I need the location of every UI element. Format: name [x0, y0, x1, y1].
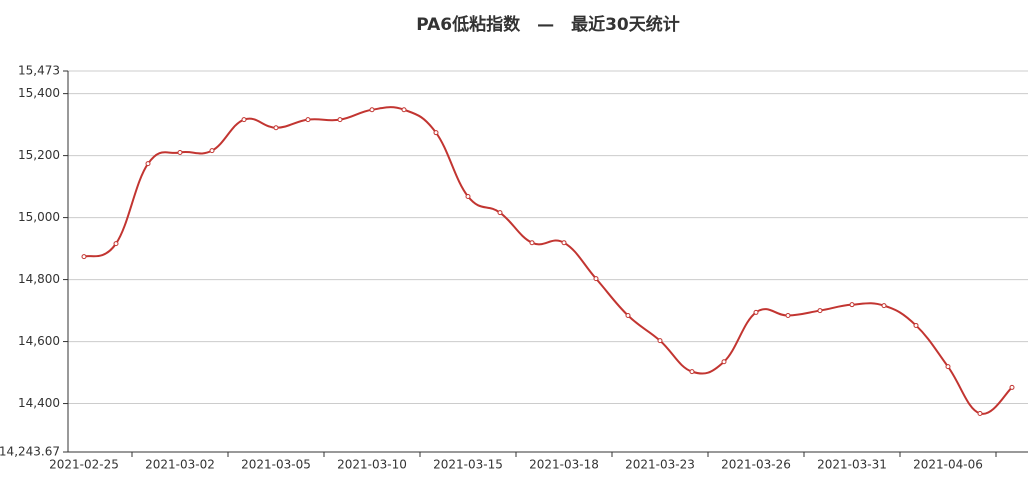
x-tick-label: 2021-04-06 — [913, 458, 983, 472]
point — [593, 276, 599, 282]
x-tick-label: 2021-03-05 — [241, 458, 311, 472]
x-tick-label: 2021-02-25 — [49, 458, 119, 472]
y-tick-label: 14,243.67 — [0, 445, 60, 459]
point — [401, 107, 407, 113]
point — [721, 359, 727, 365]
x-tick-label: 2021-03-18 — [529, 458, 599, 472]
point — [81, 254, 87, 260]
x-tick-label: 2021-03-31 — [817, 458, 887, 472]
x-tick-label: 2021-03-26 — [721, 458, 791, 472]
point — [497, 210, 503, 216]
y-tick-label: 15,473 — [18, 64, 60, 78]
chart-title: PA6低粘指数 — 最近30天统计 — [416, 14, 680, 35]
x-tick-label: 2021-03-02 — [145, 458, 215, 472]
y-tick-label: 15,200 — [18, 148, 60, 162]
point — [113, 241, 119, 247]
point — [657, 338, 663, 344]
point — [817, 308, 823, 314]
point — [977, 410, 983, 416]
point — [465, 194, 471, 200]
point — [241, 117, 247, 123]
point — [625, 313, 631, 319]
point — [849, 302, 855, 308]
point — [433, 130, 439, 136]
point — [177, 150, 183, 156]
y-tick-label: 15,400 — [18, 86, 60, 100]
point — [305, 117, 311, 123]
line — [83, 106, 1013, 415]
point — [945, 364, 951, 370]
y-tick-label: 14,400 — [18, 396, 60, 410]
x-tick-label: 2021-03-23 — [625, 458, 695, 472]
point — [145, 161, 151, 167]
point — [273, 125, 279, 131]
y-tick-label: 14,600 — [18, 334, 60, 348]
point — [753, 309, 759, 315]
point — [529, 240, 535, 246]
point — [561, 240, 567, 246]
point — [369, 107, 375, 113]
y-tick-label: 15,000 — [18, 210, 60, 224]
x-tick-label: 2021-03-10 — [337, 458, 407, 472]
point — [337, 117, 343, 123]
point — [785, 313, 791, 319]
point — [209, 148, 215, 154]
point — [913, 322, 919, 328]
x-tick-label: 2021-03-15 — [433, 458, 503, 472]
y-tick-label: 14,800 — [18, 272, 60, 286]
point — [881, 303, 887, 309]
point — [689, 369, 695, 375]
point — [1009, 384, 1015, 390]
